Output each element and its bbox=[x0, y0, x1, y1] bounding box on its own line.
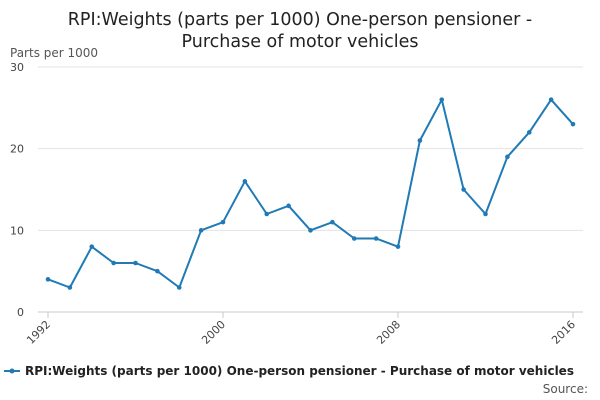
y-tick-label: 10 bbox=[10, 224, 24, 237]
data-point bbox=[176, 285, 182, 290]
data-point bbox=[220, 219, 226, 225]
x-axis-ticks: 1992 2000 2008 2016 bbox=[24, 312, 578, 347]
data-point bbox=[570, 121, 576, 127]
data-point bbox=[308, 228, 313, 233]
chart-title-line-1: RPI:Weights (parts per 1000) One-person … bbox=[68, 10, 532, 30]
data-point bbox=[67, 285, 73, 290]
chart-title-line-2: Purchase of motor vehicles bbox=[182, 32, 419, 52]
data-point bbox=[155, 268, 160, 274]
data-point bbox=[439, 97, 445, 102]
legend[interactable]: RPI:Weights (parts per 1000) One-person … bbox=[4, 364, 574, 378]
data-point bbox=[133, 260, 138, 266]
data-point bbox=[526, 130, 532, 135]
legend-series-label: RPI:Weights (parts per 1000) One-person … bbox=[25, 364, 574, 378]
source-label: Source: bbox=[543, 382, 588, 396]
legend-point-marker bbox=[9, 368, 15, 374]
data-point bbox=[505, 154, 510, 160]
data-point bbox=[111, 260, 116, 266]
series-group bbox=[45, 97, 576, 290]
x-tick-label: 1992 bbox=[24, 318, 53, 347]
data-point bbox=[286, 203, 291, 209]
y-axis-label: Parts per 1000 bbox=[10, 46, 98, 60]
data-point bbox=[45, 277, 51, 282]
data-point bbox=[417, 138, 423, 143]
series-line bbox=[47, 98, 574, 289]
y-tick-label: 0 bbox=[17, 306, 24, 319]
y-axis-ticks: 0 10 20 30 bbox=[10, 61, 24, 319]
data-point bbox=[395, 244, 401, 249]
gridlines bbox=[38, 66, 583, 231]
data-point bbox=[351, 236, 357, 241]
data-point bbox=[461, 187, 466, 192]
x-tick-label: 2000 bbox=[199, 318, 228, 347]
data-point bbox=[330, 219, 335, 225]
x-tick-label: 2016 bbox=[549, 318, 578, 347]
data-point bbox=[548, 97, 554, 102]
y-tick-label: 30 bbox=[10, 61, 24, 74]
data-point bbox=[483, 211, 488, 217]
data-point bbox=[198, 228, 204, 233]
data-point bbox=[242, 179, 248, 184]
data-point bbox=[373, 236, 379, 241]
y-tick-label: 20 bbox=[10, 143, 24, 156]
data-point bbox=[264, 211, 270, 217]
data-point bbox=[89, 244, 95, 249]
x-tick-label: 2008 bbox=[374, 318, 403, 347]
